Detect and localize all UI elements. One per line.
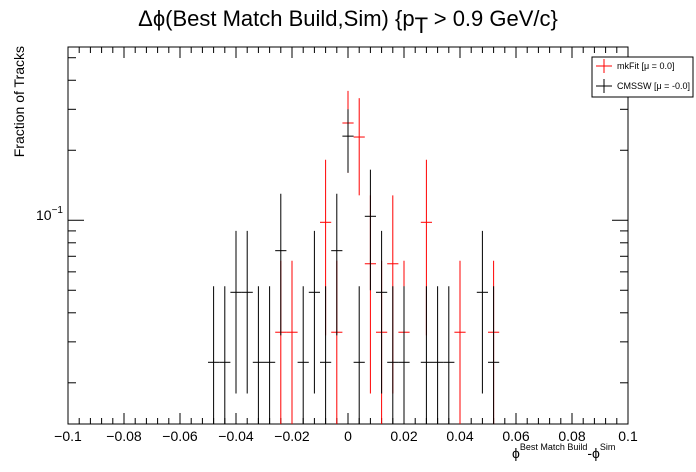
- legend: mkFit [μ = 0.0] CMSSW [μ = -0.0]: [591, 56, 694, 98]
- x-tick-label: −0.08: [106, 428, 142, 444]
- x-label-mid: -ϕ: [587, 445, 600, 461]
- x-tick-label: 0.1: [618, 428, 638, 444]
- x-tick-labels: −0.1 −0.08 −0.06 −0.04 −0.02 0 0.02 0.04 0.06 0.0…: [54, 428, 638, 444]
- legend-box: [591, 56, 694, 98]
- title-main: Δϕ(Best Match Build,Sim) {p: [138, 6, 414, 31]
- x-tick-label: −0.06: [162, 428, 198, 444]
- x-label-phi: ϕ: [512, 445, 520, 461]
- legend-label-cmssw: CMSSW [μ = -0.0]: [617, 81, 690, 91]
- x-tick-label: −0.1: [54, 428, 82, 444]
- title-subscript: T: [415, 13, 428, 38]
- y-tick-base: 10: [36, 207, 52, 223]
- y-tick-label: 10−1: [36, 205, 63, 223]
- x-tick-label: 0.02: [390, 428, 417, 444]
- chart-title: Δϕ(Best Match Build,Sim) {pT > 0.9 GeV/c…: [138, 6, 558, 38]
- series-mkfit: [275, 90, 500, 424]
- x-label-sup2: Sim: [600, 442, 616, 452]
- title-tail: > 0.9 GeV/c}: [428, 6, 558, 31]
- x-axis-label: ϕBest Match Build-ϕSim: [512, 442, 615, 461]
- axis-ticks: [67, 47, 629, 424]
- x-tick-label: 0.04: [446, 428, 473, 444]
- y-tick-exponent: −1: [52, 205, 64, 216]
- x-tick-label: 0: [344, 428, 352, 444]
- x-tick-label: 0.08: [558, 428, 585, 444]
- series-layer: [208, 90, 500, 424]
- x-label-sup1: Best Match Build: [520, 442, 588, 452]
- legend-label-mkfit: mkFit [μ = 0.0]: [617, 61, 674, 71]
- y-axis-label: Fraction of Tracks: [11, 46, 27, 157]
- x-tick-label: −0.02: [274, 428, 310, 444]
- x-tick-label: 0.06: [502, 428, 529, 444]
- series-cmssw: [208, 109, 500, 424]
- x-tick-label: −0.04: [218, 428, 254, 444]
